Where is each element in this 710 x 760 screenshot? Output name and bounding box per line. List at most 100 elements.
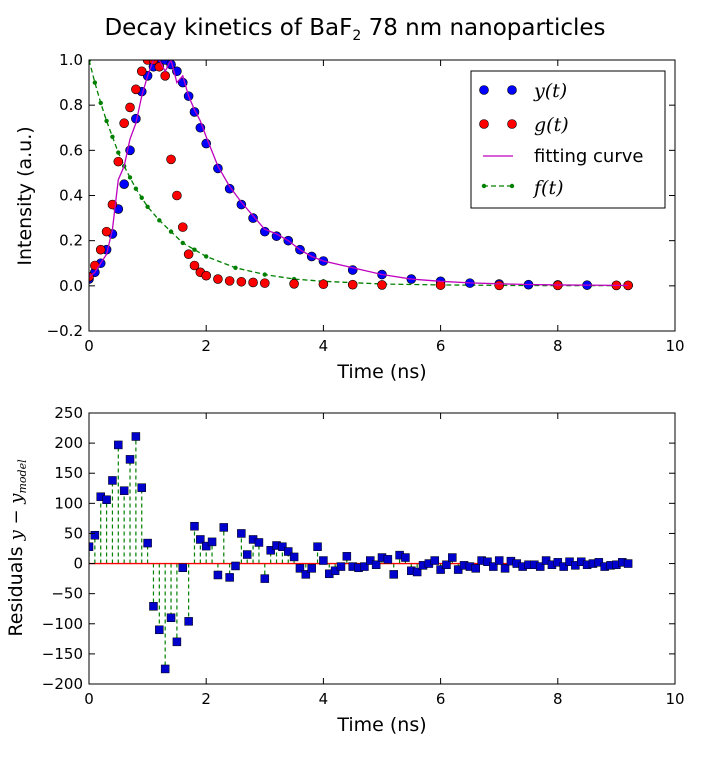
top-y-tick-label: 1.0 xyxy=(59,51,83,69)
bottom-x-tick-label: 2 xyxy=(201,690,211,708)
f-point xyxy=(145,204,150,209)
top-x-tick-label: 8 xyxy=(553,337,563,355)
g-point xyxy=(166,154,176,165)
bottom-y-axis-label: Residuals y − ymodel xyxy=(5,459,29,637)
g-point xyxy=(113,156,124,167)
residual-point xyxy=(442,560,451,570)
f-point xyxy=(168,229,174,234)
legend-label-f: f(t) xyxy=(532,177,564,199)
f-point xyxy=(89,60,92,63)
bottom-x-tick-label: 10 xyxy=(665,690,684,708)
residual-point xyxy=(412,567,422,577)
legend-marker-g-2 xyxy=(507,119,517,129)
residual-point xyxy=(143,538,152,548)
bottom-y-tick-label: 50 xyxy=(64,524,83,542)
top-y-axis-label: Intensity (a.u.) xyxy=(14,126,36,265)
g-point xyxy=(259,278,270,288)
bottom-y-tick-label: −50 xyxy=(51,585,83,603)
f-point xyxy=(192,247,197,252)
residual-point xyxy=(483,557,492,566)
residual-point xyxy=(623,559,633,568)
residual-point xyxy=(389,570,398,579)
residual-point xyxy=(108,476,117,485)
bottom-y-tick-label: 250 xyxy=(54,404,83,422)
residual-point xyxy=(494,556,504,565)
residual-point xyxy=(301,570,311,579)
g-point xyxy=(289,279,299,289)
residual-point xyxy=(500,564,510,573)
residual-point xyxy=(114,440,123,450)
g-point xyxy=(183,249,194,260)
residual-point xyxy=(559,562,568,571)
f-point xyxy=(139,195,144,200)
residual-point xyxy=(260,574,270,583)
top-x-tick-label: 6 xyxy=(436,337,446,355)
residual-point xyxy=(336,562,346,571)
residual-point xyxy=(102,495,111,504)
residual-point xyxy=(535,562,545,571)
f-point xyxy=(127,175,133,180)
residual-point xyxy=(278,542,287,551)
fitting-curve-line xyxy=(89,60,629,287)
g-point xyxy=(119,118,129,129)
g-point xyxy=(236,276,247,287)
y-point xyxy=(224,183,235,194)
residual-point xyxy=(207,537,217,547)
y-point xyxy=(119,179,129,190)
legend-box xyxy=(470,70,666,209)
residual-point xyxy=(289,552,299,562)
residual-point xyxy=(149,602,158,611)
residual-point xyxy=(225,573,234,582)
f-series-line xyxy=(89,60,629,287)
y-point xyxy=(236,199,247,210)
residual-point xyxy=(371,560,381,570)
residual-point xyxy=(489,562,498,571)
g-point xyxy=(347,279,358,290)
residual-point xyxy=(196,535,205,544)
residual-point xyxy=(213,570,223,580)
residual-point xyxy=(178,563,188,573)
bottom-plot: 0 2 4 6 8 10 −200 −150 −100 −50 0 50 100 150 200 250 Ti… xyxy=(5,404,685,736)
g-point xyxy=(90,260,100,271)
residual-point xyxy=(313,542,322,551)
residual-point xyxy=(295,564,305,573)
g-point xyxy=(224,276,235,286)
legend-entry-y: y(t) xyxy=(479,80,567,102)
top-plot: 0 2 4 6 8 10−0.20.00.20.40.60.81.0 Time (ns) … xyxy=(14,51,685,383)
bottom-x-tick-label: 8 xyxy=(553,690,563,708)
g-point xyxy=(201,270,211,281)
residual-point xyxy=(125,455,135,464)
top-x-tick-label: 4 xyxy=(319,337,329,355)
f-point xyxy=(116,150,121,155)
bottom-y-tick-label: −100 xyxy=(42,615,83,633)
residual-point xyxy=(383,555,393,564)
g-point xyxy=(148,60,159,65)
residual-point xyxy=(172,637,182,647)
top-x-tick-label: 10 xyxy=(665,337,684,355)
g-point xyxy=(101,226,112,237)
g-point xyxy=(189,260,200,271)
residual-point xyxy=(430,556,439,565)
residual-point xyxy=(90,531,100,540)
residual-point xyxy=(266,546,275,555)
residual-point xyxy=(471,564,481,573)
legend-marker-y-2 xyxy=(507,85,517,95)
residual-point xyxy=(166,613,176,623)
bottom-y-tick-label: 200 xyxy=(54,434,83,452)
bottom-y-tick-label: −150 xyxy=(42,645,83,663)
top-y-tick-label: −0.2 xyxy=(47,322,83,340)
residual-point xyxy=(237,529,246,538)
f-point xyxy=(110,134,115,139)
legend-entry-g: g(t) xyxy=(479,114,569,136)
top-y-tick-label: 0.6 xyxy=(59,141,83,159)
bottom-x-axis-label: Time (ns) xyxy=(336,714,426,736)
residual-point xyxy=(184,617,193,626)
bottom-plot-frame xyxy=(88,412,676,685)
legend-marker-y-1 xyxy=(479,85,489,95)
bottom-y-axis-label-subscript: model xyxy=(16,459,29,494)
g-point xyxy=(435,280,446,290)
bottom-y-axis-label-math: y − y xyxy=(6,493,27,542)
legend-label-fitting-curve: fitting curve xyxy=(534,146,643,167)
g-point xyxy=(377,280,387,290)
bottom-y-axis-label-prefix: Residuals xyxy=(5,540,27,636)
